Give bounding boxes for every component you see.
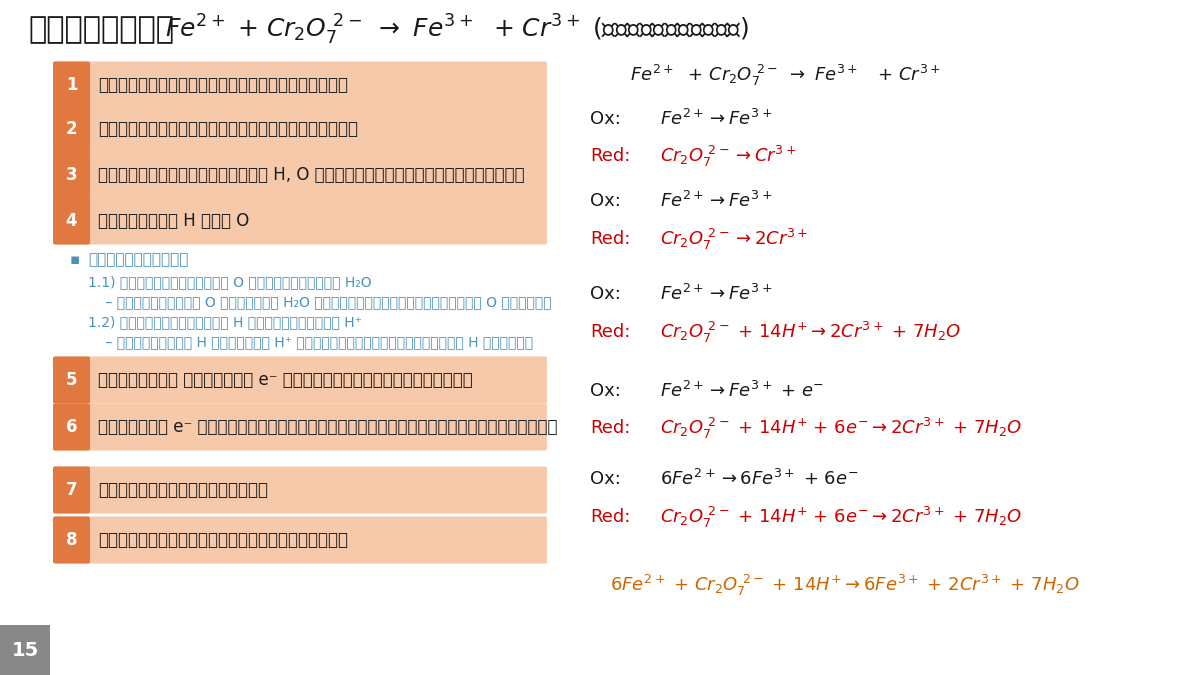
FancyBboxPatch shape: [53, 105, 90, 153]
Text: Red:: Red:: [590, 230, 630, 248]
Text: ดุลประจุ โดยเติม e⁻ แต่ละครึ่งปฏิกิริยา: ดุลประจุ โดยเติม e⁻ แต่ละครึ่งปฏิกิริยา: [98, 371, 473, 389]
Text: Ox:: Ox:: [590, 470, 620, 488]
Text: Ox:: Ox:: [590, 192, 620, 210]
FancyBboxPatch shape: [53, 516, 547, 564]
Text: $Fe^{2+}$$ \rightarrow $$Fe^{3+}$ + $e^{-}$: $Fe^{2+}$$ \rightarrow $$Fe^{3+}$ + $e^{…: [660, 381, 824, 401]
Text: Red:: Red:: [590, 508, 630, 526]
Text: 2: 2: [66, 120, 77, 138]
Text: รวมครึ่งปฏิกิริยา: รวมครึ่งปฏิกิริยา: [98, 481, 268, 499]
Text: 7: 7: [66, 481, 77, 499]
FancyBboxPatch shape: [53, 466, 90, 514]
FancyBboxPatch shape: [53, 516, 90, 564]
FancyBboxPatch shape: [53, 356, 90, 404]
Text: – ข้างใดขาด H ให้เติม H⁺ เท่ากับจำนวนอะตอมของ H ที่ขาด: – ข้างใดขาด H ให้เติม H⁺ เท่ากับจำนวนอะต…: [88, 335, 533, 349]
FancyBboxPatch shape: [53, 404, 547, 450]
Text: 3: 3: [66, 166, 77, 184]
Text: 6: 6: [66, 418, 77, 436]
FancyBboxPatch shape: [53, 356, 547, 404]
Text: ▪: ▪: [70, 252, 80, 267]
Text: Ox:: Ox:: [590, 285, 620, 303]
Text: 1: 1: [66, 76, 77, 94]
Text: ทำจำนวน e⁻ ทั้งสองปฏิกิริยาให้เท่ากันโดยคูณไขว้: ทำจำนวน e⁻ ทั้งสองปฏิกิริยาให้เท่ากันโดย…: [98, 418, 558, 436]
Text: $6Fe^{2+}$ + $Cr_{2}O_{7}^{\ 2-}$ + 14$H^{+}$$ \rightarrow $$6Fe^{3+}$ + $2Cr^{3: $6Fe^{2+}$ + $Cr_{2}O_{7}^{\ 2-}$ + 14$H…: [610, 572, 1080, 597]
FancyBboxPatch shape: [53, 466, 547, 514]
Text: $6Fe^{2+}$$ \rightarrow $$6Fe^{3+}$ + $6e^{-}$: $6Fe^{2+}$$ \rightarrow $$6Fe^{3+}$ + $6…: [660, 469, 858, 489]
Text: $Fe^{2+}$ + $Cr_{2}O_{7}^{\ 2-}$$ \ \rightarrow \ Fe^{3+}$  + $Cr^{3+}$ (สารละลา: $Fe^{2+}$ + $Cr_{2}O_{7}^{\ 2-}$$ \ \rig…: [166, 13, 749, 47]
Text: 15: 15: [11, 641, 38, 659]
Text: Ox:: Ox:: [590, 382, 620, 400]
Text: $Cr_{2}O_{7}^{\ 2-}$ + 14$H^{+}$$ \rightarrow $$2Cr^{3+}$ + 7$H_{2}O$: $Cr_{2}O_{7}^{\ 2-}$ + 14$H^{+}$$ \right…: [660, 319, 961, 344]
Text: $Cr_{2}O_{7}^{\ 2-}$ + 14$H^{+}$ + 6$e^{-}$$ \rightarrow $$2Cr^{3+}$ + 7$H_{2}O$: $Cr_{2}O_{7}^{\ 2-}$ + 14$H^{+}$ + 6$e^{…: [660, 504, 1022, 530]
Text: Red:: Red:: [590, 323, 630, 341]
Text: ตรวจสอบจำนวนอะตอมและประจุ: ตรวจสอบจำนวนอะตอมและประจุ: [98, 531, 348, 549]
Text: $Fe^{2+}$$ \rightarrow $$Fe^{3+}$: $Fe^{2+}$$ \rightarrow $$Fe^{3+}$: [660, 191, 773, 211]
FancyBboxPatch shape: [53, 61, 90, 109]
Text: $Fe^{2+}$$ \rightarrow $$Fe^{3+}$: $Fe^{2+}$$ \rightarrow $$Fe^{3+}$: [660, 109, 773, 129]
FancyBboxPatch shape: [53, 151, 547, 198]
FancyBboxPatch shape: [53, 151, 90, 198]
FancyBboxPatch shape: [53, 404, 90, 450]
Text: Red:: Red:: [590, 147, 630, 165]
Text: 1.2) ดุลจำนวนอะตอม H ด้วยการเติม H⁺: 1.2) ดุลจำนวนอะตอม H ด้วยการเติม H⁺: [88, 315, 362, 329]
Text: $Cr_{2}O_{7}^{\ 2-}$$ \rightarrow $$2Cr^{3+}$: $Cr_{2}O_{7}^{\ 2-}$$ \rightarrow $$2Cr^…: [660, 226, 808, 252]
Text: Red:: Red:: [590, 419, 630, 437]
Text: ดุลอะตอมที่ไม่ใช่ H, O ในแต่ละครึ่งปฏิกิริยา: ดุลอะตอมที่ไม่ใช่ H, O ในแต่ละครึ่งปฏิกิ…: [98, 166, 524, 184]
Text: เขียนสมการในรูปสมการไอออน: เขียนสมการในรูปสมการไอออน: [98, 76, 348, 94]
Text: 5: 5: [66, 371, 77, 389]
Text: ตัวอย่าง: ตัวอย่าง: [28, 16, 174, 45]
FancyBboxPatch shape: [53, 61, 547, 109]
FancyBboxPatch shape: [53, 198, 90, 244]
FancyBboxPatch shape: [0, 625, 50, 675]
Text: – ข้างที่ขาด O ให้เติม H₂O เท่ากับจำนวนอะตอมของ O ที่ขาด: – ข้างที่ขาด O ให้เติม H₂O เท่ากับจำนวนอ…: [88, 295, 552, 309]
Text: $Cr_{2}O_{7}^{\ 2-}$ + 14$H^{+}$ + 6$e^{-}$$ \rightarrow $$2Cr^{3+}$ + 7$H_{2}O$: $Cr_{2}O_{7}^{\ 2-}$ + 14$H^{+}$ + 6$e^{…: [660, 415, 1022, 441]
Text: Ox:: Ox:: [590, 110, 620, 128]
FancyBboxPatch shape: [53, 105, 547, 153]
Text: แยกสมการเป็นครึ่งปฏิกิริยา: แยกสมการเป็นครึ่งปฏิกิริยา: [98, 120, 358, 138]
Text: $Fe^{2+}$  + $Cr_{2}O_{7}^{\ 2-}$$ \ \rightarrow \ Fe^{3+}$   + $Cr^{3+}$: $Fe^{2+}$ + $Cr_{2}O_{7}^{\ 2-}$$ \ \rig…: [630, 63, 941, 88]
Text: 4: 4: [66, 212, 77, 230]
Text: ดุลอะตอม H และ O: ดุลอะตอม H และ O: [98, 212, 250, 230]
Text: สารละลายกรด: สารละลายกรด: [88, 252, 188, 267]
Text: 1.1) ดุลจำนวนอะตอม O ด้วยการเติม H₂O: 1.1) ดุลจำนวนอะตอม O ด้วยการเติม H₂O: [88, 275, 372, 289]
Text: 8: 8: [66, 531, 77, 549]
Text: $Fe^{2+}$$ \rightarrow $$Fe^{3+}$: $Fe^{2+}$$ \rightarrow $$Fe^{3+}$: [660, 284, 773, 304]
Text: $Cr_{2}O_{7}^{\ 2-}$$ \rightarrow $$Cr^{3+}$: $Cr_{2}O_{7}^{\ 2-}$$ \rightarrow $$Cr^{…: [660, 144, 797, 169]
FancyBboxPatch shape: [53, 198, 547, 244]
